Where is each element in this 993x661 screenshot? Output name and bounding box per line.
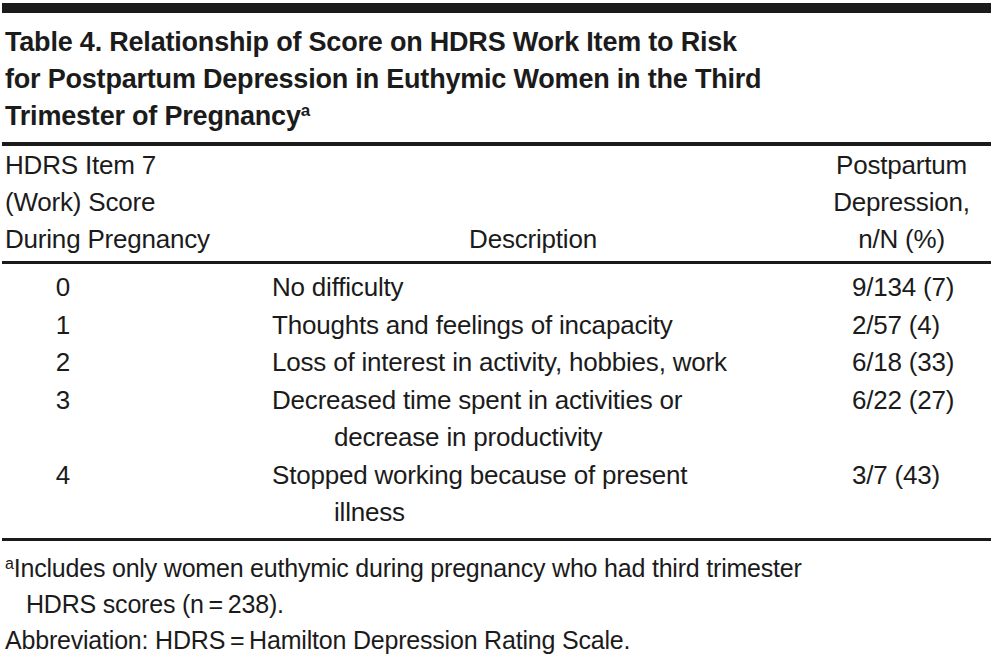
- table-body: 0 No difficulty9/134 (7) 1 Thoughts and fee…: [2, 264, 991, 538]
- description-cell: Decreased time spent in activities ordec…: [254, 382, 852, 457]
- table-title-line-3: Trimester of Pregnancya: [5, 98, 988, 135]
- table-row: 1 Thoughts and feelings of incapacity2/57…: [2, 307, 991, 345]
- table-top-bar: [2, 3, 991, 13]
- score-header-line-1: HDRS Item 7: [5, 147, 254, 184]
- outcome-value-cell: 6/18 (33): [852, 344, 991, 382]
- description-cell: Loss of interest in activity, hobbies, w…: [254, 344, 852, 382]
- description-cell: Thoughts and feelings of incapacity: [254, 307, 852, 345]
- footnote-a-line-1: aIncludes only women euthymic during pre…: [5, 550, 991, 586]
- footnote-a-line-2: HDRS scores (n = 238).: [5, 586, 991, 622]
- journal-table: Table 4. Relationship of Score on HDRS W…: [0, 3, 993, 661]
- score-cell: 2: [2, 344, 254, 382]
- table-header-row: HDRS Item 7 (Work) Score During Pregnanc…: [2, 146, 991, 261]
- description-line: Decreased time spent in activities or: [272, 382, 852, 420]
- description-cell: No difficulty: [254, 269, 852, 307]
- table-row: 2 Loss of interest in activity, hobbies, …: [2, 344, 991, 382]
- table-title-line-2: for Postpartum Depression in Euthymic Wo…: [5, 61, 988, 98]
- score-cell: 3: [2, 382, 254, 457]
- column-header-description: Description: [254, 147, 812, 258]
- table-row: 3Decreased time spent in activities orde…: [2, 382, 991, 457]
- outcome-header-line-3: n/N (%): [812, 221, 991, 258]
- description-cell: Stopped working because of presentillnes…: [254, 457, 852, 532]
- description-line: No difficulty: [272, 269, 852, 307]
- outcome-header-line-1: Postpartum: [812, 147, 991, 184]
- score-header-line-2: (Work) Score: [5, 184, 254, 221]
- table-row: 4Stopped working because of presentillne…: [2, 457, 991, 532]
- outcome-value-cell: 3/7 (43): [852, 457, 991, 532]
- description-line: Thoughts and feelings of incapacity: [272, 307, 852, 345]
- table-title-line-3-text: Trimester of Pregnancy: [5, 101, 301, 131]
- description-line: Stopped working because of present: [272, 457, 852, 495]
- description-continuation-line: illness: [272, 494, 852, 532]
- score-cell: 0: [2, 269, 254, 307]
- score-header-line-3: During Pregnancy: [5, 221, 254, 258]
- footnote-abbreviation: Abbreviation: HDRS = Hamilton Depression…: [5, 622, 991, 658]
- description-header-label: Description: [469, 221, 597, 258]
- description-continuation-line: decrease in productivity: [272, 419, 852, 457]
- outcome-value-cell: 2/57 (4): [852, 307, 991, 345]
- outcome-value-cell: 9/134 (7): [852, 269, 991, 307]
- score-cell: 4: [2, 457, 254, 532]
- footnote-a-text: Includes only women euthymic during preg…: [14, 554, 802, 582]
- table-title-line-1: Table 4. Relationship of Score on HDRS W…: [5, 24, 988, 61]
- table-title-footnote-marker: a: [301, 101, 310, 120]
- column-header-outcome: Postpartum Depression, n/N (%): [812, 147, 991, 258]
- table-title: Table 4. Relationship of Score on HDRS W…: [2, 13, 991, 142]
- score-cell: 1: [2, 307, 254, 345]
- outcome-header-line-2: Depression,: [812, 184, 991, 221]
- table-footnotes: aIncludes only women euthymic during pre…: [2, 541, 991, 658]
- footnote-a-marker: a: [5, 555, 14, 572]
- outcome-value-cell: 6/22 (27): [852, 382, 991, 457]
- description-line: Loss of interest in activity, hobbies, w…: [272, 344, 852, 382]
- table-row: 0 No difficulty9/134 (7): [2, 269, 991, 307]
- column-header-score: HDRS Item 7 (Work) Score During Pregnanc…: [2, 147, 254, 258]
